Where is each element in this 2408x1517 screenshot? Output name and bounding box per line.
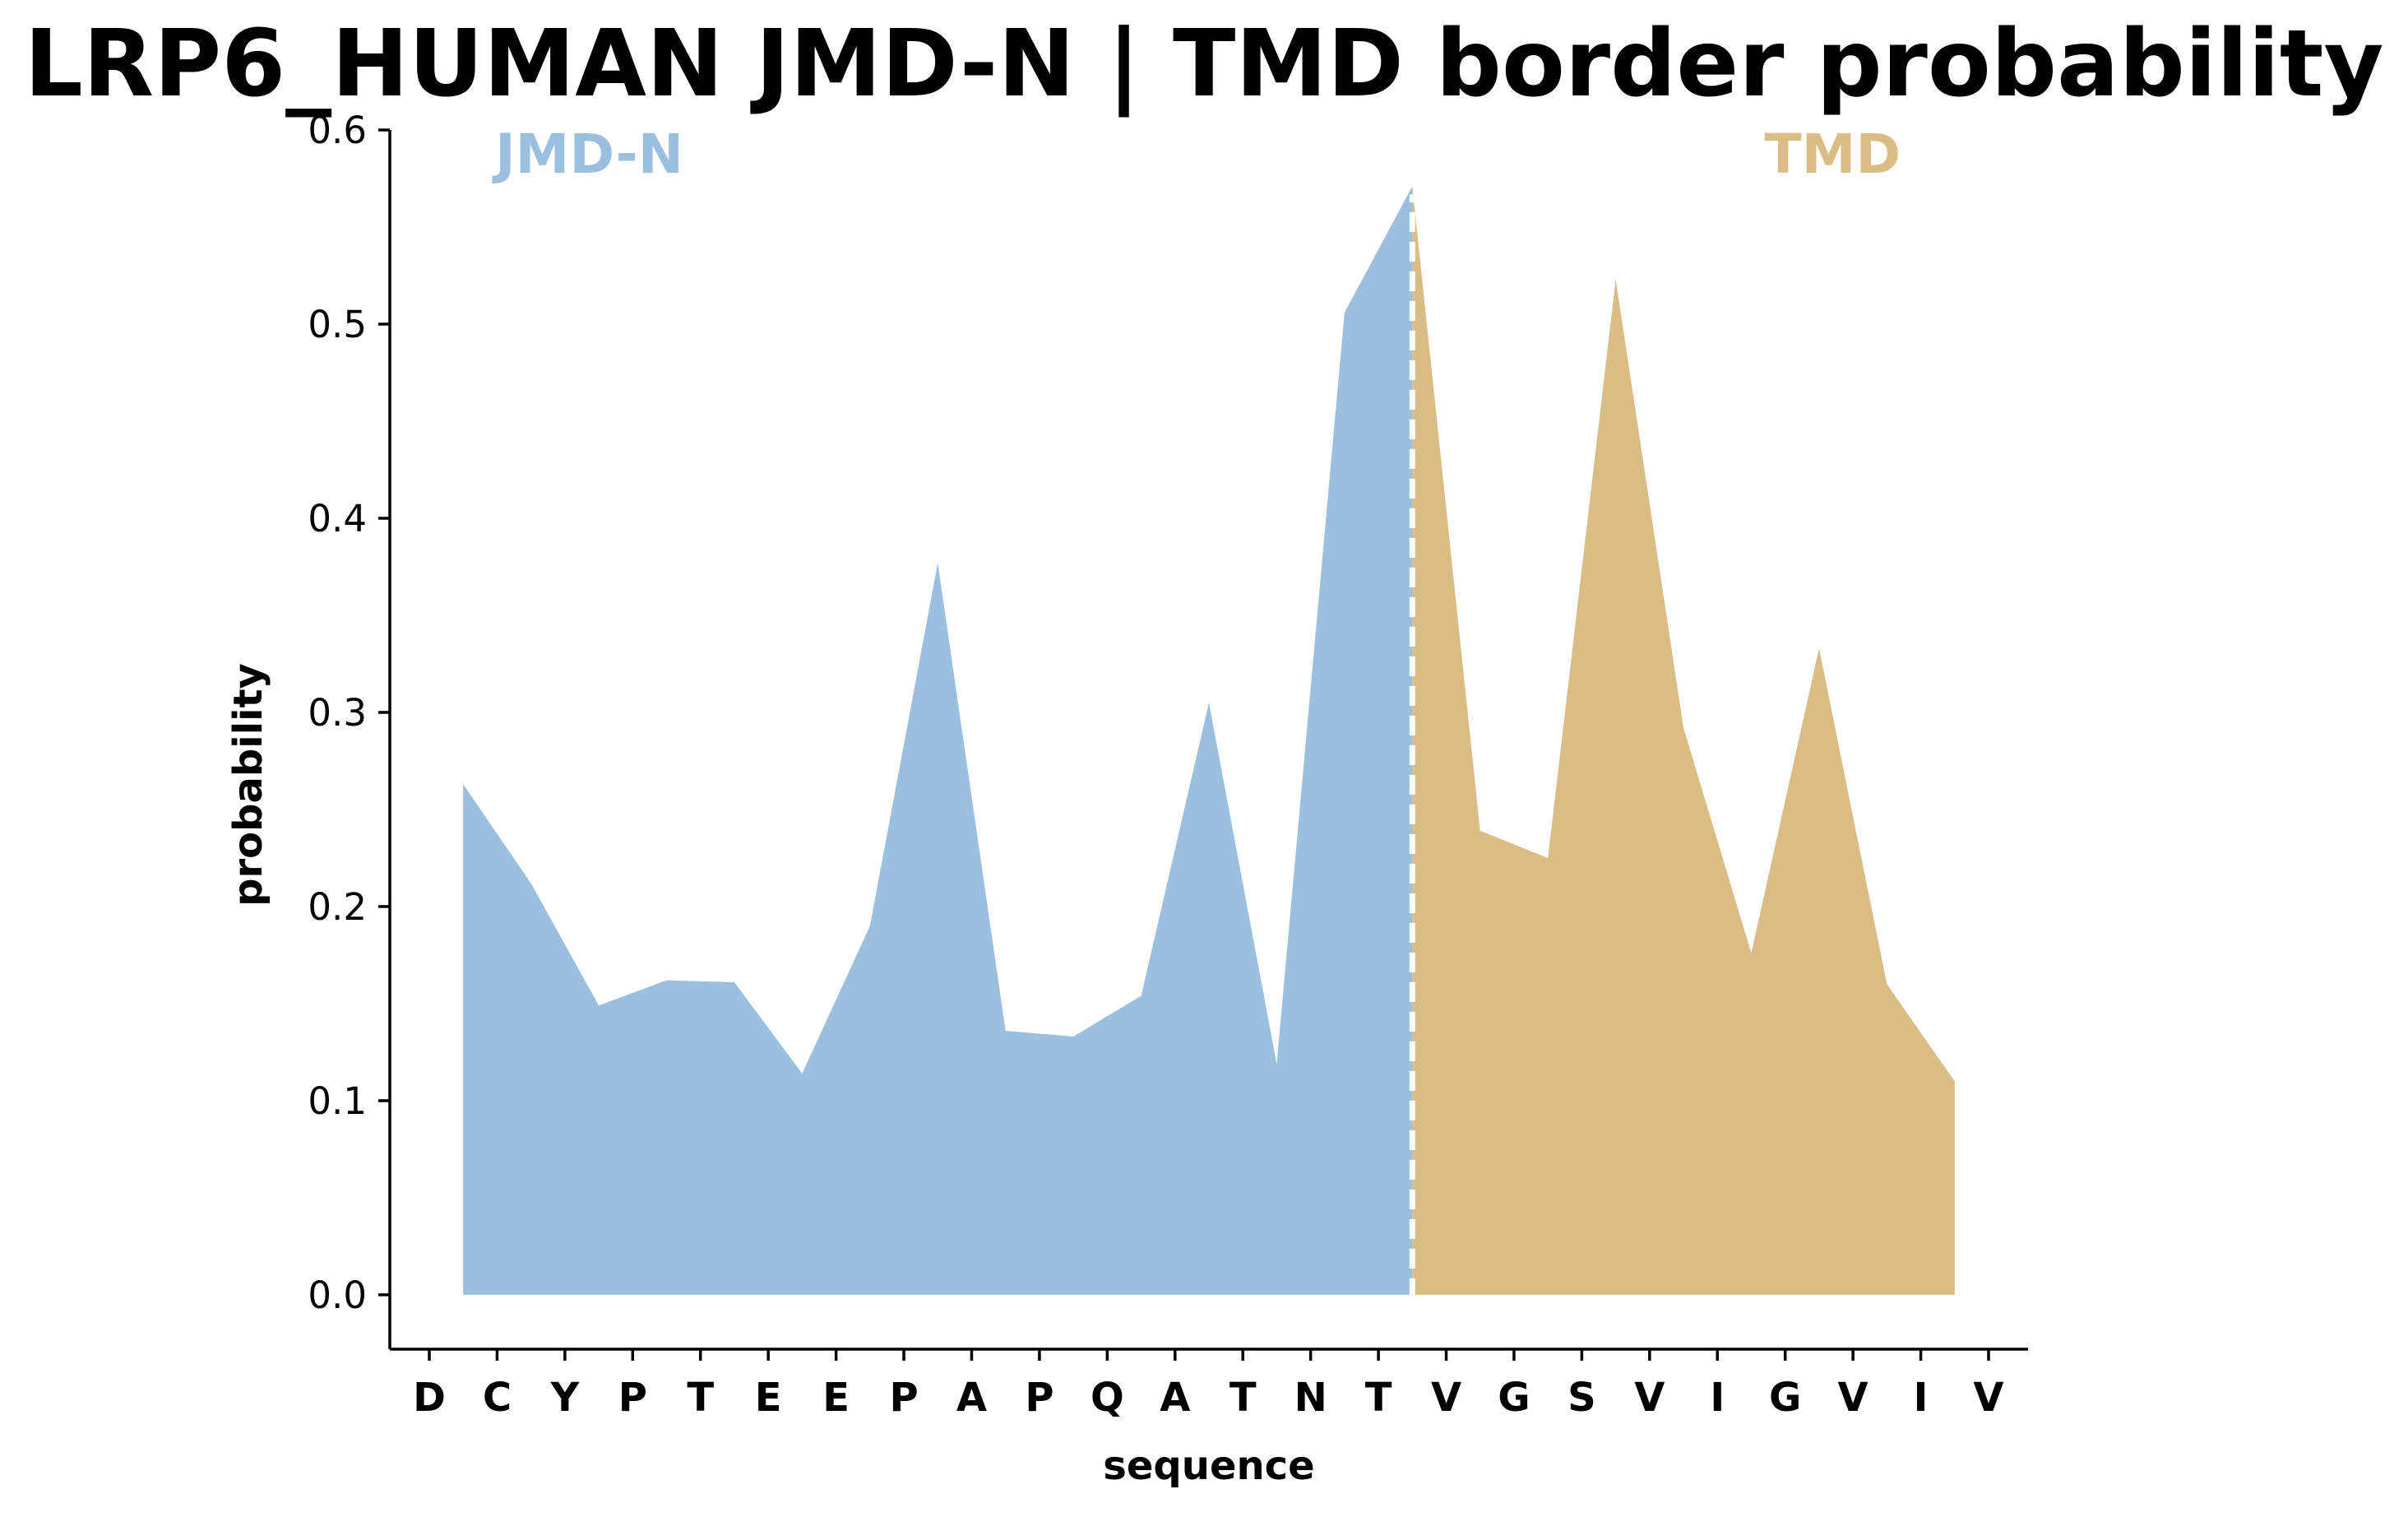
x-tick-label: N: [1294, 1375, 1327, 1421]
x-tick-label: T: [1229, 1375, 1257, 1421]
y-axis-title: probability: [225, 663, 271, 907]
x-tick-label: S: [1568, 1375, 1596, 1421]
x-tick-label: T: [687, 1375, 714, 1421]
x-axis-title: sequence: [1103, 1443, 1314, 1489]
jmd-n-region-label: JMD-N: [492, 123, 683, 186]
x-tick-label: Y: [549, 1375, 580, 1421]
x-tick-label: V: [1634, 1375, 1665, 1421]
y-tick-label: 0.5: [308, 303, 367, 346]
x-tick-label: A: [1160, 1375, 1190, 1421]
area-series-jmd-n: [463, 186, 1413, 1295]
y-tick-label: 0.3: [308, 691, 367, 735]
x-tick-label: A: [956, 1375, 987, 1421]
y-tick-label: 0.1: [308, 1079, 367, 1123]
x-tick-label: V: [1973, 1375, 2003, 1421]
x-tick-label: P: [618, 1375, 647, 1421]
x-tick-label: Q: [1091, 1375, 1124, 1421]
x-tick-label: P: [1025, 1375, 1054, 1421]
x-tick-label: V: [1431, 1375, 1461, 1421]
x-tick-label: T: [1365, 1375, 1392, 1421]
area-series-tmd: [1412, 186, 1955, 1295]
x-tick-label: I: [1914, 1375, 1929, 1421]
x-tick-label: P: [889, 1375, 918, 1421]
chart-title: LRP6_HUMAN JMD-N | TMD border probabilit…: [24, 11, 2384, 118]
x-tick-label: G: [1498, 1375, 1530, 1421]
x-tick-label: E: [822, 1375, 850, 1421]
y-tick-label: 0.0: [308, 1273, 367, 1317]
y-tick-label: 0.4: [308, 497, 367, 540]
x-tick-label: I: [1710, 1375, 1725, 1421]
x-tick-label: E: [755, 1375, 782, 1421]
y-tick-label: 0.6: [308, 109, 367, 152]
tmd-region-label: TMD: [1765, 123, 1901, 186]
x-tick-label: G: [1769, 1375, 1801, 1421]
x-tick-label: D: [413, 1375, 446, 1421]
y-tick-label: 0.2: [308, 885, 367, 929]
x-tick-label: V: [1838, 1375, 1869, 1421]
x-tick-label: C: [483, 1375, 512, 1421]
